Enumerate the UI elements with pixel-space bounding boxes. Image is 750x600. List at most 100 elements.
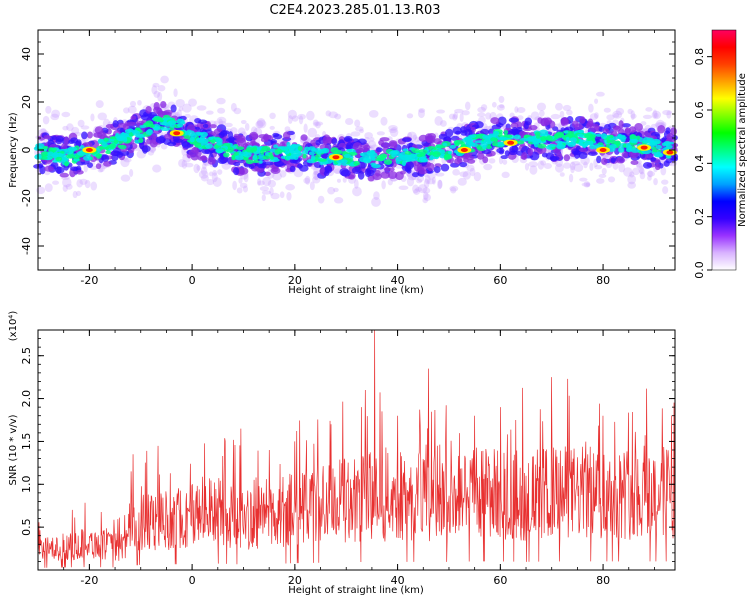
spectrogram-haze-blob	[589, 113, 599, 120]
spectrogram-haze-blob	[638, 165, 644, 174]
spectrogram-haze-blob	[50, 113, 60, 121]
spectrogram-core-blob	[42, 146, 49, 150]
spectrogram-haze-blob	[412, 134, 417, 141]
spectrogram-haze-blob	[312, 175, 321, 184]
spectrogram-band-blob	[650, 157, 656, 162]
spectrogram-core-blob	[429, 155, 434, 161]
spectrogram-haze-blob	[262, 176, 272, 187]
spectrogram-haze-blob	[639, 171, 646, 180]
spectrogram-haze-blob	[284, 126, 291, 132]
spectrogram-haze-blob	[480, 104, 488, 111]
spectrogram-y-tick-label: 20	[20, 95, 33, 109]
spectrogram-haze-blob	[536, 102, 547, 111]
spectrogram-haze-blob	[603, 107, 611, 113]
spectrogram-core-blob	[379, 153, 388, 159]
spectrogram-haze-blob	[51, 109, 61, 118]
spectrogram-haze-blob	[181, 159, 188, 169]
spectrogram-haze-blob	[217, 169, 223, 175]
spectrogram-band-blob	[654, 163, 661, 171]
snr-y-tick-label: 1.0	[20, 476, 33, 494]
spectrogram-core-blob	[528, 137, 534, 142]
spectrogram-core-blob	[405, 156, 412, 162]
spectrogram-band-blob	[122, 123, 129, 131]
spectrogram-haze-blob	[477, 112, 486, 118]
spectrogram-haze-blob	[198, 170, 209, 179]
spectrogram-core-blob	[468, 134, 477, 139]
spectrogram-haze-blob	[307, 127, 318, 138]
spectrogram-haze-blob	[216, 116, 227, 124]
spectrogram-haze-blob	[651, 110, 662, 120]
spectrogram-haze-blob	[354, 179, 359, 189]
snr-y-tick-label: 2.5	[20, 347, 33, 365]
spectrogram-band-blob	[63, 136, 69, 145]
spectrogram-haze-blob	[173, 88, 178, 98]
spectrogram-core-blob	[109, 136, 118, 140]
spectrogram-core-blob	[208, 136, 213, 141]
spectrogram-haze-blob	[200, 174, 209, 182]
spectrogram-core-blob	[343, 153, 351, 158]
spectrogram-haze-blob	[388, 128, 398, 133]
spectrogram-band-blob	[87, 131, 93, 139]
spectrogram-haze-blob	[423, 193, 432, 202]
spectrogram-y-tick-label: 0	[20, 147, 33, 154]
spectrogram-core-blob	[291, 144, 299, 149]
spectrogram-core-blob	[66, 153, 75, 159]
spectrogram-haze-blob	[287, 115, 293, 124]
spectrogram-band-blob	[433, 166, 441, 174]
spectrogram-haze-blob	[90, 181, 98, 191]
spectrogram-band-blob	[440, 163, 450, 172]
spectrogram-haze-blob	[530, 111, 540, 121]
spectrogram-core-blob	[432, 151, 441, 158]
spectrogram-haze-blob	[417, 184, 428, 194]
spectrogram-hotspot	[85, 148, 93, 152]
spectrogram-band-blob	[257, 163, 267, 169]
spectrogram-core-blob	[418, 149, 428, 155]
spectrogram-core-blob	[584, 133, 594, 139]
spectrogram-band-blob	[618, 120, 624, 129]
spectrogram-band-blob	[270, 167, 281, 174]
spectrogram-band-blob	[198, 119, 208, 125]
spectrogram-haze-blob	[583, 161, 588, 169]
spectrogram-core-blob	[548, 144, 557, 148]
spectrogram-core-blob	[52, 152, 59, 158]
spectrogram-haze-blob	[434, 115, 443, 126]
spectrogram-haze-blob	[554, 163, 564, 173]
spectrogram-haze-blob	[312, 119, 319, 127]
spectrogram-haze-blob	[461, 110, 470, 116]
spectrogram-haze-blob	[315, 121, 321, 129]
spectrogram-haze-blob	[452, 114, 458, 121]
colorbar-tick-label: 0.0	[693, 261, 706, 279]
spectrogram-haze-blob	[325, 110, 332, 117]
spectrogram-band-blob	[55, 138, 63, 145]
spectrogram-core-blob	[216, 141, 223, 146]
spectrogram-haze-blob	[594, 112, 599, 119]
colorbar-tick-label: 0.2	[693, 208, 706, 226]
spectrogram-haze-blob	[178, 106, 184, 112]
spectrogram-core-blob	[447, 150, 453, 155]
spectrogram-band-blob	[94, 126, 104, 135]
spectrogram-band-blob	[95, 163, 102, 170]
spectrogram-core-blob	[310, 155, 316, 161]
snr-x-tick-label: 80	[596, 574, 610, 587]
spectrogram-band-blob	[282, 131, 291, 140]
spectrogram-core-blob	[315, 154, 322, 158]
spectrogram-haze-blob	[244, 122, 250, 131]
spectrogram-haze-blob	[233, 107, 242, 115]
spectrogram-haze-blob	[387, 178, 393, 186]
spectrogram-haze-blob	[153, 90, 161, 98]
spectrogram-haze-blob	[97, 112, 107, 121]
spectrogram-x-tick-label: 0	[189, 274, 196, 287]
spectrogram-band-blob	[634, 123, 643, 132]
spectrogram-core-blob	[493, 137, 498, 143]
spectrogram-hotspot	[332, 155, 340, 160]
spectrogram-haze-blob	[462, 170, 471, 180]
spectrogram-core-blob	[649, 140, 655, 146]
snr-y-axis-title: SNR (10 * v/v)	[8, 414, 19, 485]
spectrogram-band-blob	[433, 138, 442, 145]
spectrogram-band-blob	[463, 157, 469, 163]
spectrogram-core-blob	[105, 150, 112, 155]
spectrogram-haze-blob	[423, 178, 430, 189]
spectrogram-band-blob	[646, 153, 653, 159]
spectrogram-core-blob	[183, 135, 191, 140]
spectrogram-haze-blob	[364, 132, 373, 139]
